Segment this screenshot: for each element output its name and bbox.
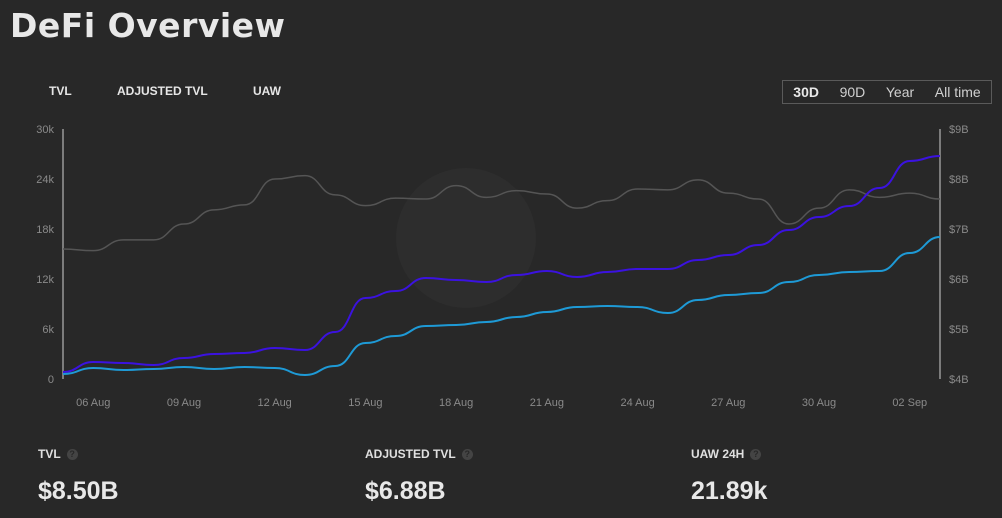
defi-chart: 0 6k 12k 18k 24k 30k $4B $5B $6B $7B $8B $9B 06 Aug 0…	[36, 124, 969, 409]
x-axis-tick-label: 09 Aug	[167, 397, 201, 409]
series-line-uaw	[62, 174, 941, 252]
x-axis-tick-label: 24 Aug	[620, 397, 654, 409]
range-90d[interactable]: 90D	[839, 84, 866, 100]
stat-label-text: TVL	[38, 447, 61, 461]
tab-uaw[interactable]: UAW	[253, 84, 281, 98]
stat-adjusted-tvl-value: $6.88B	[365, 477, 446, 505]
help-icon[interactable]: ?	[750, 448, 762, 460]
right-axis-tick-label: $5B	[949, 324, 969, 336]
series-line-tvl	[62, 155, 941, 373]
x-axis-tick-label: 15 Aug	[348, 397, 382, 409]
right-axis-tick-label: $8B	[949, 174, 969, 186]
right-axis-tick-label: $7B	[949, 224, 969, 236]
stat-label-text: UAW 24H	[691, 447, 745, 461]
stat-label-text: ADJUSTED TVL	[365, 447, 456, 461]
stat-tvl-value: $8.50B	[38, 477, 119, 505]
range-30d[interactable]: 30D	[793, 84, 819, 100]
x-axis-tick-label: 02 Sep	[892, 397, 927, 409]
right-axis-tick-label: $6B	[949, 274, 969, 286]
page-title: DeFi Overview	[10, 6, 286, 45]
tab-adjusted-tvl[interactable]: ADJUSTED TVL	[117, 84, 208, 98]
stat-adjusted-tvl-label: ADJUSTED TVL?	[365, 447, 473, 461]
left-axis-tick-label: 18k	[36, 224, 54, 236]
x-axis-tick-label: 12 Aug	[258, 397, 292, 409]
left-axis-tick-label: 6k	[42, 324, 54, 336]
right-axis-tick-label: $9B	[949, 124, 969, 136]
stat-uaw-label: UAW 24H?	[691, 447, 762, 461]
left-axis-tick-label: 12k	[36, 274, 54, 286]
help-icon[interactable]: ?	[461, 448, 473, 460]
watermark-logo	[396, 168, 536, 308]
help-icon[interactable]: ?	[66, 448, 78, 460]
left-axis-tick-label: 24k	[36, 174, 54, 186]
stat-tvl-label: TVL?	[38, 447, 78, 461]
right-axis-tick-label: $4B	[949, 374, 969, 386]
stat-uaw-value: 21.89k	[691, 477, 768, 505]
time-range-selector: 30D 90D Year All time	[782, 80, 992, 104]
range-year[interactable]: Year	[885, 84, 915, 100]
x-axis-tick-label: 30 Aug	[802, 397, 836, 409]
x-axis-tick-label: 21 Aug	[530, 397, 564, 409]
x-axis-tick-label: 27 Aug	[711, 397, 745, 409]
series-line-adjusted-tvl	[62, 236, 941, 377]
x-axis-tick-label: 06 Aug	[76, 397, 110, 409]
tab-tvl[interactable]: TVL	[49, 84, 72, 98]
left-axis-tick-label: 0	[48, 374, 54, 386]
x-axis-tick-label: 18 Aug	[439, 397, 473, 409]
range-all-time[interactable]: All time	[934, 84, 981, 100]
left-axis-tick-label: 30k	[36, 124, 54, 136]
